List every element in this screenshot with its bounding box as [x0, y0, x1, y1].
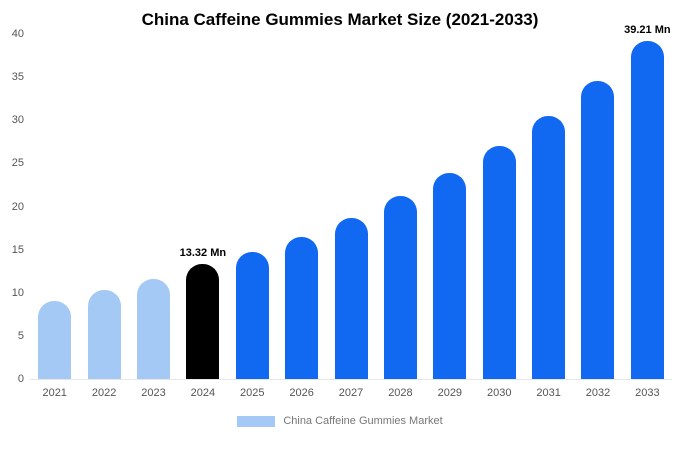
- x-tick-label: 2028: [388, 387, 413, 399]
- bar-column-2033: 39.21 Mn: [623, 24, 672, 379]
- y-axis: 0 5 10 15 20 25 30 35 40: [4, 28, 30, 385]
- bar-chart: 0 5 10 15 20 25 30 35 40 13.32 Mn 39.21 Mn 2021 20…: [4, 24, 672, 399]
- legend: China Caffeine Gummies Market: [0, 415, 680, 427]
- bar-2033: [630, 40, 664, 379]
- bar-2021: [38, 301, 72, 379]
- y-tick-label: 5: [17, 329, 24, 342]
- x-tick-label: 2027: [338, 387, 364, 399]
- x-axis: 2021 2022 2023 2024 2025 2026 2027 2028 2029 2030…: [30, 380, 672, 399]
- x-tick-label: 2032: [585, 387, 611, 399]
- bar-column-2023: [129, 278, 178, 379]
- bar-2024: [186, 264, 220, 379]
- bar-2029: [433, 172, 467, 379]
- bar-column-2026: [277, 236, 326, 379]
- bar-column-2030: [475, 146, 524, 379]
- plot-area: 13.32 Mn 39.21 Mn: [30, 24, 672, 380]
- x-tick-label: 2030: [486, 387, 512, 399]
- bar-2022: [87, 290, 121, 379]
- bar-2023: [136, 278, 170, 379]
- bar-column-2021: [30, 301, 79, 379]
- y-tick-label: 35: [11, 71, 24, 84]
- x-tick-label: 2026: [289, 387, 314, 399]
- y-tick-label: 10: [11, 286, 24, 299]
- y-tick-label: 25: [11, 157, 24, 170]
- x-tick-label: 2031: [536, 387, 561, 399]
- bar-value-label: 39.21 Mn: [624, 23, 671, 36]
- x-tick-label: 2023: [141, 387, 166, 399]
- bar-2025: [235, 252, 269, 379]
- bar-column-2024: 13.32 Mn: [178, 247, 227, 379]
- y-tick-label: 40: [11, 28, 24, 40]
- bar-column-2029: [425, 172, 474, 379]
- y-tick-label: 20: [11, 200, 24, 213]
- legend-label: China Caffeine Gummies Market: [283, 415, 443, 427]
- bar-2026: [285, 236, 319, 379]
- bar-column-2028: [376, 196, 425, 379]
- plot-wrap: 13.32 Mn 39.21 Mn 2021 2022 2023 2024 2025 202…: [30, 24, 672, 399]
- bar-2027: [334, 217, 368, 379]
- y-tick-label: 30: [11, 114, 24, 127]
- x-tick-label: 2025: [240, 387, 265, 399]
- legend-swatch-icon: [237, 415, 276, 427]
- y-tick-label: 15: [11, 243, 24, 256]
- bar-column-2032: [573, 80, 622, 379]
- bar-column-2025: [228, 252, 277, 379]
- y-tick-label: 0: [17, 373, 24, 385]
- bar-2028: [383, 196, 417, 379]
- x-tick-label: 2033: [635, 387, 660, 399]
- bar-column-2022: [79, 290, 128, 379]
- bar-column-2027: [326, 217, 375, 379]
- bar-2032: [581, 80, 615, 379]
- chart-title: China Caffeine Gummies Market Size (2021…: [141, 10, 539, 29]
- bar-2030: [482, 146, 516, 379]
- x-tick-label: 2022: [91, 387, 117, 399]
- x-tick-label: 2029: [437, 387, 463, 399]
- x-tick-label: 2024: [190, 387, 216, 399]
- bar-2031: [532, 115, 566, 379]
- bar-value-label: 13.32 Mn: [179, 247, 227, 260]
- bar-column-2031: [524, 115, 573, 379]
- x-tick-label: 2021: [42, 387, 67, 399]
